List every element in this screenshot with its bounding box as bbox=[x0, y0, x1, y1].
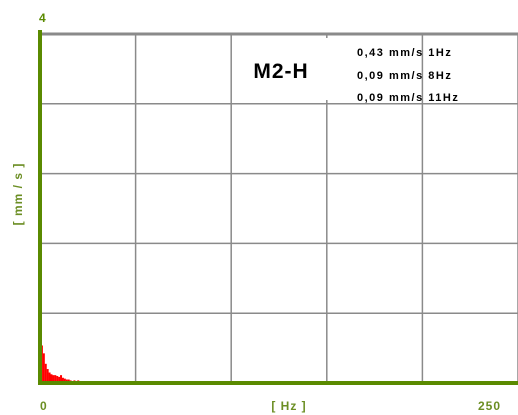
spectrum-bar bbox=[63, 378, 66, 383]
spectrum-bar bbox=[56, 376, 59, 383]
spectrum-bar bbox=[58, 376, 61, 383]
spectrum-bar bbox=[50, 374, 53, 383]
y-axis-label: [ mm / s ] bbox=[11, 163, 25, 226]
y-tick-label-max: 4 bbox=[39, 11, 46, 25]
spectrum-bar bbox=[46, 369, 49, 383]
x-tick-label-min: 0 bbox=[40, 399, 47, 413]
spectrum-bar bbox=[60, 375, 63, 383]
peak-annotation-1: 0,43 mm/s 1Hz bbox=[357, 47, 452, 59]
spectrum-bar bbox=[52, 375, 55, 383]
chart-title: M2-H bbox=[253, 60, 308, 83]
spectrum-bar bbox=[48, 372, 51, 383]
peak-annotation-3: 0,09 mm/s 11Hz bbox=[357, 92, 459, 104]
peak-annotation-2: 0,09 mm/s 8Hz bbox=[357, 70, 452, 82]
spectrum-bar bbox=[42, 353, 45, 383]
x-tick-label-max: 250 bbox=[478, 399, 501, 413]
spectrum-bar bbox=[54, 375, 57, 383]
spectrum-bar bbox=[44, 363, 47, 383]
title-box bbox=[234, 38, 328, 100]
spectrum-bar bbox=[61, 377, 64, 383]
spectrum-bars bbox=[40, 345, 518, 383]
x-axis-label: [ Hz ] bbox=[271, 399, 306, 413]
